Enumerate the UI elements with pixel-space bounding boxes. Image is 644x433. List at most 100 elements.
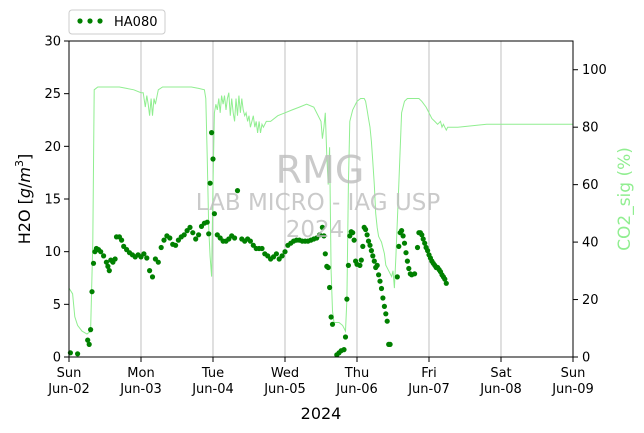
h2o-point [204,219,210,225]
x-tick-date: Jun-02 [47,382,90,397]
h2o-point [377,278,383,284]
h2o-point [442,276,448,282]
x-tick-day: Mon [127,366,154,381]
y-left-tick-label: 30 [44,35,61,50]
h2o-point [400,233,406,239]
y-left-tick-label: 25 [44,87,61,102]
legend: HA080 [68,9,166,35]
x-axis-label: 2024 [301,404,342,423]
h2o-point [273,251,279,257]
h2o-point [367,242,373,248]
h2o-point [350,230,356,236]
h2o-point [425,248,431,254]
y-left-tick-label: 10 [44,245,61,260]
x-tick-day: Sat [490,366,511,381]
h2o-point [376,272,382,278]
h2o-point [90,260,97,266]
h2o-point [357,262,363,268]
h2o-point [98,249,104,255]
h2o-point [75,351,81,357]
h2o-point [181,232,187,238]
h2o-point [155,259,161,265]
h2o-point [399,228,405,234]
h2o-point [404,258,410,264]
y-right-tick-label: 20 [582,293,599,308]
h2o-point [341,347,347,353]
h2o-point [322,251,328,257]
y-left-tick-label: 15 [44,193,61,208]
h2o-point [403,250,409,256]
x-tick-date: Jun-03 [119,382,162,397]
x-axis: SunJun-02MonJun-03TueJun-04WedJun-05ThuJ… [47,357,594,397]
h2o-point [360,243,366,249]
h2o-point [247,238,253,244]
h2o-point [112,256,118,262]
x-tick-date: Jun-09 [551,382,594,397]
co2-line [68,86,573,335]
h2o-point [259,245,265,252]
x-tick-date: Jun-08 [479,382,522,397]
x-tick-day: Fri [421,366,437,381]
y-right-tick-label: 60 [582,178,599,193]
y-right-tick-label: 100 [582,63,607,78]
h2o-point [368,248,374,254]
x-tick-day: Sun [57,366,82,381]
h2o-point [173,242,179,248]
h2o-point [414,244,421,251]
h2o-point [363,226,369,233]
h2o-point [370,253,376,259]
h2o-point [321,233,327,239]
legend-label: HA080 [114,15,157,30]
h2o-point [86,341,92,347]
h2o-point [371,258,377,264]
h2o-point [419,232,425,238]
h2o-point [374,262,380,268]
h2o-point [344,296,350,302]
h2o-point [420,236,426,242]
h2o-point [406,265,412,272]
x-tick-day: Wed [271,366,299,381]
h2o-point [147,268,153,274]
h2o-point [167,235,173,241]
x-tick-day: Sun [561,366,586,381]
h2o-point [210,156,216,162]
h2o-point [345,262,351,268]
h2o-point [187,224,193,230]
h2o-point [387,341,393,347]
y-axis-left-label: H2O [g/m3] [13,154,34,245]
legend-marker-3 [97,18,103,24]
watermark-title: RMG [276,148,365,192]
h2o-point [443,280,449,286]
h2o-point [89,289,95,295]
h2o-point [190,230,196,236]
h2o-point [401,240,408,246]
y-left-tick-label: 5 [53,298,61,313]
h2o-point [106,268,112,274]
h2o-point [211,211,217,217]
h2o-point [88,327,94,333]
h2o-point [317,232,323,238]
x-gridlines [140,41,502,357]
h2o-point [119,237,125,243]
h2o-point [232,235,238,241]
h2o-point [101,253,107,259]
y-right-tick-label: 40 [582,236,599,251]
h2o-point [206,231,212,237]
y-right-tick-label: 0 [582,351,590,366]
legend-marker-1 [77,18,83,24]
x-tick-date: Jun-06 [335,382,378,397]
h2o-point [365,238,372,244]
watermark-year: 2024 [286,217,345,243]
h2o-point [384,318,390,324]
watermark-lab: LAB MICRO - IAG USP [196,190,441,216]
h2o-point [105,263,111,269]
y-left-tick-label: 20 [44,140,61,155]
h2o-point [378,285,385,292]
h2o-point [141,251,147,257]
h2o-point [422,240,428,246]
h2o-point [396,243,402,249]
h2o-point [282,249,288,255]
watermark: RMG LAB MICRO - IAG USP 2024 [196,148,441,243]
h2o-point [149,274,156,280]
h2o-point [394,274,400,280]
